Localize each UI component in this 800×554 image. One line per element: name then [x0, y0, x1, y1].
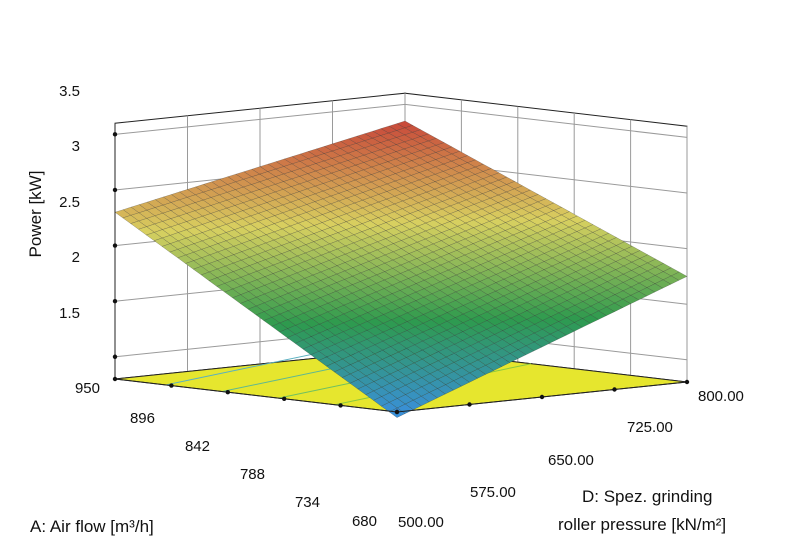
d-tick-mark	[467, 402, 472, 407]
z-tick-mark	[112, 187, 118, 193]
a-axis-ticks: 950 896 842 788 734 680	[75, 380, 377, 530]
a-tick-mark	[169, 383, 174, 388]
d-tick-label: 800.00	[698, 388, 744, 405]
d-tick-mark	[539, 394, 545, 400]
a-tick-label: 680	[352, 513, 377, 530]
d-tick-mark	[394, 409, 400, 415]
z-tick-label: 2	[72, 249, 80, 266]
a-tick-label: 734	[295, 494, 320, 511]
a-tick-label: 896	[130, 410, 155, 427]
d-tick-mark	[684, 379, 690, 385]
a-tick-mark	[112, 376, 118, 382]
z-axis-ticks: 3.5 3 2.5 2 1.5	[59, 83, 80, 322]
z-tick-mark	[112, 132, 118, 137]
a-tick-mark	[282, 396, 287, 401]
a-axis-line	[114, 378, 398, 413]
z-axis-title: Power [kW]	[26, 171, 45, 258]
response-surface	[114, 120, 688, 418]
z-tick-mark	[112, 354, 118, 359]
a-tick-label: 950	[75, 380, 100, 397]
a-tick-label: 842	[185, 438, 210, 455]
d-tick-label: 725.00	[627, 419, 673, 436]
z-tick-label: 2.5	[59, 194, 80, 211]
z-tick-mark	[112, 243, 118, 248]
d-axis-title-line2: roller pressure [kN/m²]	[558, 515, 726, 534]
z-tick-label: 3.5	[59, 83, 80, 100]
z-tick-mark	[112, 298, 118, 304]
a-tick-mark	[338, 403, 343, 408]
z-tick-label: 1.5	[59, 305, 80, 322]
d-axis-ticks: 500.00 575.00 650.00 725.00 800.00	[398, 388, 744, 531]
d-tick-label: 575.00	[470, 484, 516, 501]
a-axis-title: A: Air flow [m³/h]	[30, 517, 154, 536]
d-tick-label: 500.00	[398, 514, 444, 531]
d-tick-label: 650.00	[548, 452, 594, 469]
a-tick-mark	[225, 390, 230, 395]
front-frame	[112, 123, 690, 415]
z-tick-label: 3	[72, 138, 80, 155]
d-tick-mark	[612, 387, 617, 392]
d-axis-title-line1: D: Spez. grinding	[582, 487, 712, 506]
a-tick-label: 788	[240, 466, 265, 483]
